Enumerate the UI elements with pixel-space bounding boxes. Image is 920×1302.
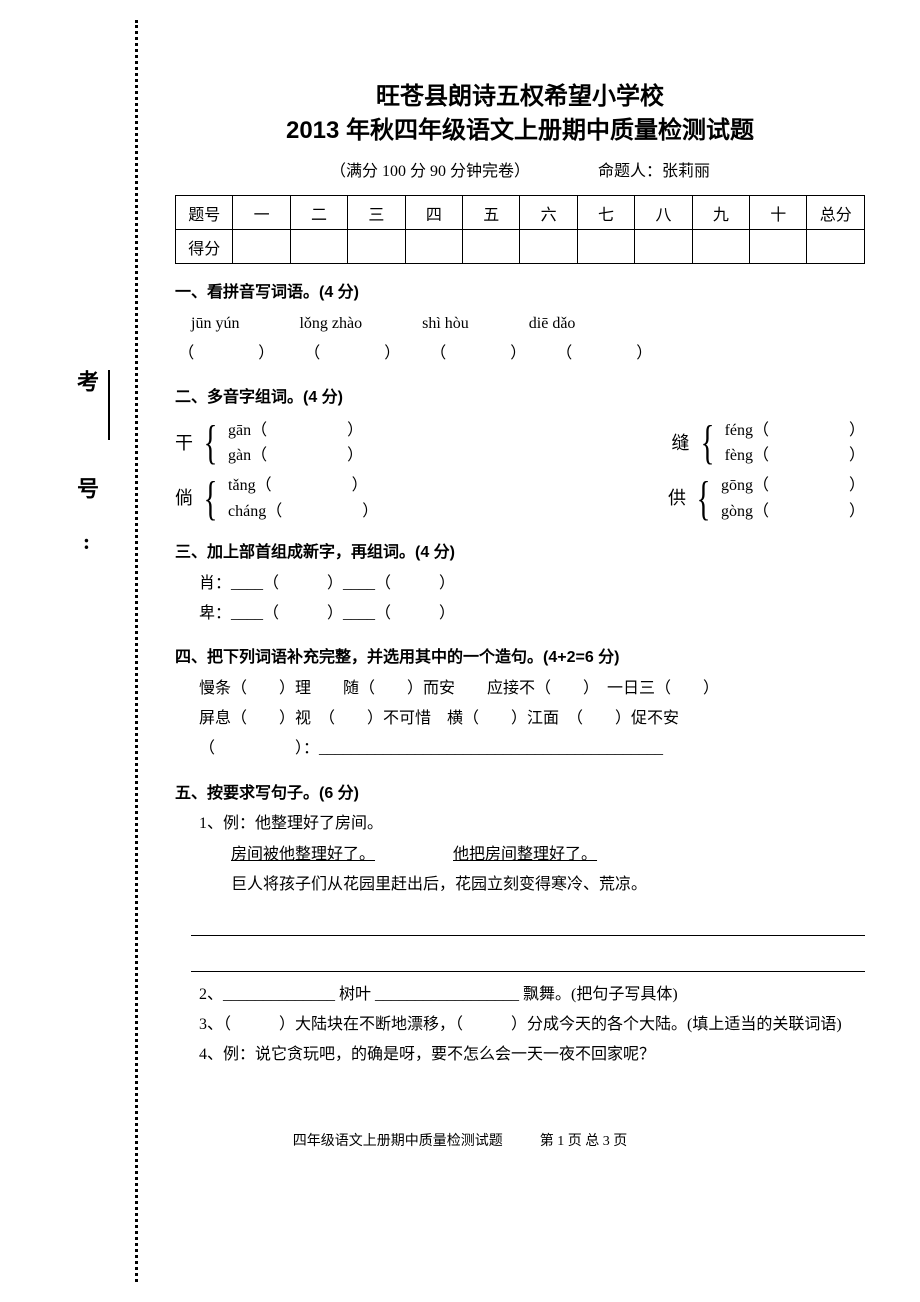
dy-line: féng（ ）: [725, 418, 865, 444]
exam-title: 2013 年秋四年级语文上册期中质量检测试题: [175, 114, 865, 148]
dy-line: cháng（ ）: [228, 499, 378, 525]
q2-title: 二、多音字组词。(4 分): [175, 383, 865, 413]
cell-header: 题号: [176, 196, 233, 230]
cell-blank: [405, 230, 462, 264]
content-area: 旺苍县朗诗五权希望小学校 2013 年秋四年级语文上册期中质量检测试题 （满分 …: [175, 80, 865, 1071]
cell-header: 八: [635, 196, 692, 230]
cell-blank: [635, 230, 692, 264]
cell-header: 四: [405, 196, 462, 230]
cell-header: 六: [520, 196, 577, 230]
dy-line: gàn（ ）: [228, 443, 363, 469]
q4-line: 屏息（ ）视 （ ）不可惜 横（ ）江面 （ ）促不安: [175, 704, 865, 734]
cell-blank: [692, 230, 749, 264]
cell-header: 五: [463, 196, 520, 230]
q1-blanks-row: （ ） （ ） （ ） （ ）: [178, 339, 865, 369]
blank: （ ）: [178, 339, 274, 369]
duoyin-item: 缝 { féng（ ） fèng（ ）: [672, 418, 865, 469]
footer-label: 四年级语文上册期中质量检测试题: [293, 1134, 503, 1149]
exam-id-blank-line: [108, 370, 110, 440]
q1: 一、看拼音写词语。(4 分) jūn yún lǒng zhào shì hòu…: [175, 278, 865, 369]
cell-blank: [807, 230, 865, 264]
pinyin: jūn yún: [191, 309, 239, 339]
dy-line: gōng（ ）: [721, 473, 865, 499]
q5: 五、按要求写句子。(6 分) 1、例：他整理好了房间。 房间被他整理好了。 他把…: [175, 779, 865, 1071]
school-name: 旺苍县朗诗五权希望小学校: [175, 80, 865, 114]
q3-line: 肖：____（ ）____（ ）: [175, 569, 865, 599]
cell-header: 七: [577, 196, 634, 230]
cell-blank: [348, 230, 405, 264]
q3-title: 三、加上部首组成新字，再组词。(4 分): [175, 538, 865, 568]
dy-line: tǎng（ ）: [228, 473, 378, 499]
brace-icon: {: [204, 475, 218, 523]
cell-blank: [463, 230, 520, 264]
dy-char: 缝: [672, 426, 690, 460]
brace-icon: {: [697, 475, 711, 523]
q4-title: 四、把下列词语补充完整，并选用其中的一个造句。(4+2=6 分): [175, 643, 865, 673]
q4: 四、把下列词语补充完整，并选用其中的一个造句。(4+2=6 分) 慢条（ ）理 …: [175, 643, 865, 765]
cell-header: 三: [348, 196, 405, 230]
blank: （ ）: [556, 339, 652, 369]
table-row: 题号 一 二 三 四 五 六 七 八 九 十 总分: [176, 196, 865, 230]
footer-page: 第 1 页 总 3 页: [540, 1134, 628, 1149]
dy-line: gān（ ）: [228, 418, 363, 444]
pinyin: lǒng zhào: [299, 309, 362, 339]
blank: （ ）: [430, 339, 526, 369]
brace-icon: {: [204, 419, 218, 467]
cell-label: 得分: [176, 230, 233, 264]
duoyin-item: 干 { gān（ ） gàn（ ）: [175, 418, 363, 469]
q4-line: 慢条（ ）理 随（ ）而安 应接不（ ） 一日三（ ）: [175, 674, 865, 704]
exam-page: 考 号: 旺苍县朗诗五权希望小学校 2013 年秋四年级语文上册期中质量检测试题…: [0, 0, 920, 1302]
cell-blank: [290, 230, 347, 264]
binding-dotted-line: [135, 20, 138, 1282]
dy-line: fèng（ ）: [725, 443, 865, 469]
blank: （ ）: [304, 339, 400, 369]
q5-item2: 2、______________ 树叶 __________________ 飘…: [175, 980, 865, 1010]
q5-item4: 4、例：说它贪玩吧，的确是呀，要不怎么会一天一夜不回家呢？: [175, 1040, 865, 1070]
cell-blank: [520, 230, 577, 264]
dy-char: 倘: [175, 481, 193, 515]
brace-icon: {: [700, 419, 714, 467]
q5-title: 五、按要求写句子。(6 分): [175, 779, 865, 809]
exam-id-label: 考 号:: [70, 370, 102, 584]
answer-blank-line: [191, 910, 865, 936]
cell-blank: [577, 230, 634, 264]
q1-pinyin-row: jūn yún lǒng zhào shì hòu diē dǎo: [191, 309, 865, 339]
q5-item1-task: 巨人将孩子们从花园里赶出后，花园立刻变得寒冷、荒凉。: [231, 870, 865, 900]
dy-char: 供: [668, 481, 686, 515]
q3-line: 卑：____（ ）____（ ）: [175, 599, 865, 629]
meta-score: （满分 100 分 90 分钟完卷）: [330, 157, 530, 181]
dy-line: gòng（ ）: [721, 499, 865, 525]
cell-header: 二: [290, 196, 347, 230]
page-footer: 四年级语文上册期中质量检测试题 第 1 页 总 3 页: [0, 1130, 920, 1150]
pinyin: diē dǎo: [529, 309, 576, 339]
dy-char: 干: [175, 426, 193, 460]
q5-item1-examples: 房间被他整理好了。 他把房间整理好了。: [231, 840, 865, 870]
cell-blank: [233, 230, 290, 264]
cell-header: 一: [233, 196, 290, 230]
q5-ex1: 房间被他整理好了。: [231, 846, 375, 863]
table-row: 得分: [176, 230, 865, 264]
duoyin-item: 倘 { tǎng（ ） cháng（ ）: [175, 473, 378, 524]
pinyin: shì hòu: [422, 309, 469, 339]
answer-blank-line: [191, 946, 865, 972]
cell-header: 十: [750, 196, 807, 230]
cell-header: 总分: [807, 196, 865, 230]
score-table: 题号 一 二 三 四 五 六 七 八 九 十 总分 得分: [175, 195, 865, 264]
meta-author: 命题人：张莉丽: [598, 157, 710, 181]
q5-item1: 1、例：他整理好了房间。: [175, 809, 865, 839]
q5-item3: 3、（ ）大陆块在不断地漂移，（ ）分成今天的各个大陆。(填上适当的关联词语): [175, 1010, 865, 1040]
cell-header: 九: [692, 196, 749, 230]
q3: 三、加上部首组成新字，再组词。(4 分) 肖：____（ ）____（ ） 卑：…: [175, 538, 865, 629]
cell-blank: [750, 230, 807, 264]
q5-ex2: 他把房间整理好了。: [453, 846, 597, 863]
q2: 二、多音字组词。(4 分) 干 { gān（ ） gàn（ ） 缝 { féng…: [175, 383, 865, 524]
q4-line: （ ）：____________________________________…: [175, 734, 865, 764]
q1-title: 一、看拼音写词语。(4 分): [175, 278, 865, 308]
duoyin-item: 供 { gōng（ ） gòng（ ）: [668, 473, 865, 524]
exam-meta: （满分 100 分 90 分钟完卷） 命题人：张莉丽: [175, 157, 865, 181]
